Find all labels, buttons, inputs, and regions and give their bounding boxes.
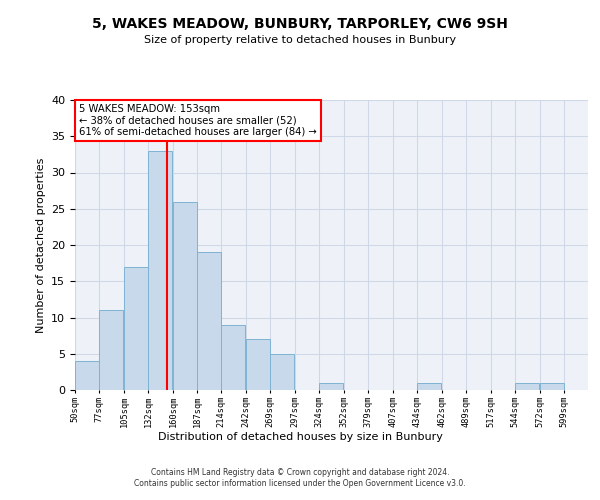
Bar: [221, 325, 245, 390]
Text: Size of property relative to detached houses in Bunbury: Size of property relative to detached ho…: [144, 35, 456, 45]
Bar: [124, 267, 148, 390]
Bar: [270, 354, 294, 390]
Text: 5, WAKES MEADOW, BUNBURY, TARPORLEY, CW6 9SH: 5, WAKES MEADOW, BUNBURY, TARPORLEY, CW6…: [92, 18, 508, 32]
Text: Contains HM Land Registry data © Crown copyright and database right 2024.
Contai: Contains HM Land Registry data © Crown c…: [134, 468, 466, 487]
Bar: [75, 361, 99, 390]
Text: 5 WAKES MEADOW: 153sqm
← 38% of detached houses are smaller (52)
61% of semi-det: 5 WAKES MEADOW: 153sqm ← 38% of detached…: [79, 104, 317, 137]
Bar: [197, 252, 221, 390]
Bar: [173, 202, 197, 390]
Bar: [540, 383, 564, 390]
Bar: [319, 383, 343, 390]
Bar: [515, 383, 539, 390]
Bar: [246, 339, 270, 390]
Bar: [148, 151, 172, 390]
Text: Distribution of detached houses by size in Bunbury: Distribution of detached houses by size …: [158, 432, 442, 442]
Y-axis label: Number of detached properties: Number of detached properties: [35, 158, 46, 332]
Bar: [417, 383, 441, 390]
Bar: [99, 310, 123, 390]
